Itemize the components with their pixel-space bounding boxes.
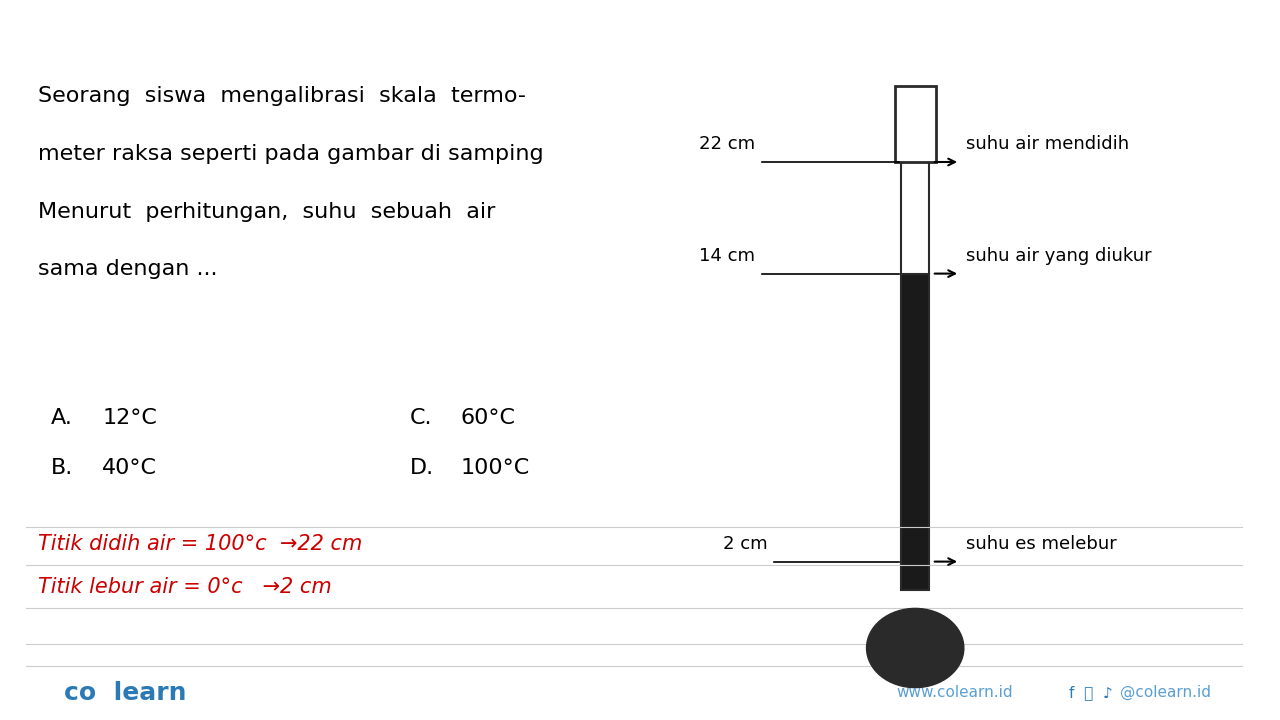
Text: A.: A. (51, 408, 73, 428)
Ellipse shape (867, 608, 964, 688)
Text: suhu air yang diukur: suhu air yang diukur (966, 247, 1152, 265)
Text: co  learn: co learn (64, 680, 187, 705)
Text: sama dengan ...: sama dengan ... (38, 259, 218, 279)
Text: 14 cm: 14 cm (699, 247, 755, 265)
Text: Seorang  siswa  mengalibrasi  skala  termo-: Seorang siswa mengalibrasi skala termo- (38, 86, 526, 107)
Text: 2 cm: 2 cm (723, 534, 768, 553)
Text: Titik lebur air = 0°c   →2 cm: Titik lebur air = 0°c →2 cm (38, 577, 332, 597)
Text: 100°C: 100°C (461, 458, 530, 478)
Text: www.colearn.id: www.colearn.id (896, 685, 1012, 700)
Bar (901, 162, 929, 274)
Text: meter raksa seperti pada gambar di samping: meter raksa seperti pada gambar di sampi… (38, 144, 544, 164)
Text: 40°C: 40°C (102, 458, 157, 478)
Text: 60°C: 60°C (461, 408, 516, 428)
Text: suhu es melebur: suhu es melebur (966, 534, 1117, 553)
Text: suhu air mendidih: suhu air mendidih (966, 135, 1129, 153)
Bar (901, 274, 929, 590)
Text: 12°C: 12°C (102, 408, 157, 428)
Text: f  Ⓘ  ♪: f Ⓘ ♪ (1069, 685, 1112, 700)
Text: 22 cm: 22 cm (699, 135, 755, 153)
Text: D.: D. (410, 458, 434, 478)
Text: @colearn.id: @colearn.id (1120, 685, 1211, 701)
Text: Titik didih air = 100°c  →22 cm: Titik didih air = 100°c →22 cm (38, 534, 362, 554)
Text: B.: B. (51, 458, 73, 478)
Text: C.: C. (410, 408, 433, 428)
Bar (895, 86, 936, 162)
Text: Menurut  perhitungan,  suhu  sebuah  air: Menurut perhitungan, suhu sebuah air (38, 202, 495, 222)
